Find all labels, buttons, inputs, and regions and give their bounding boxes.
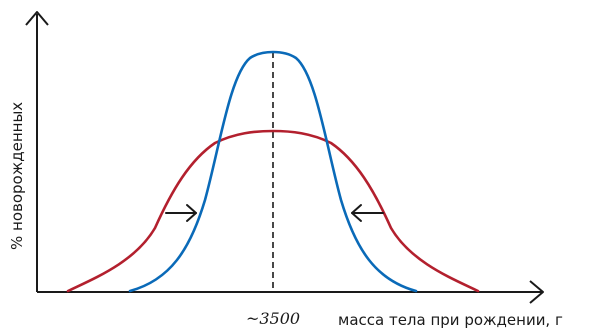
center-tick-label: ~3500 bbox=[246, 309, 300, 328]
x-axis-arrowhead bbox=[529, 280, 544, 304]
series-blue-curve bbox=[128, 50, 418, 293]
x-axis-label: масса тела при рождении, г bbox=[338, 311, 563, 329]
left-arrow-icon bbox=[165, 204, 197, 222]
y-axis-arrowhead bbox=[25, 11, 49, 26]
series-red-curve bbox=[66, 129, 480, 293]
y-axis-label: % новорожденных bbox=[8, 102, 26, 250]
right-arrow-icon bbox=[351, 204, 384, 222]
